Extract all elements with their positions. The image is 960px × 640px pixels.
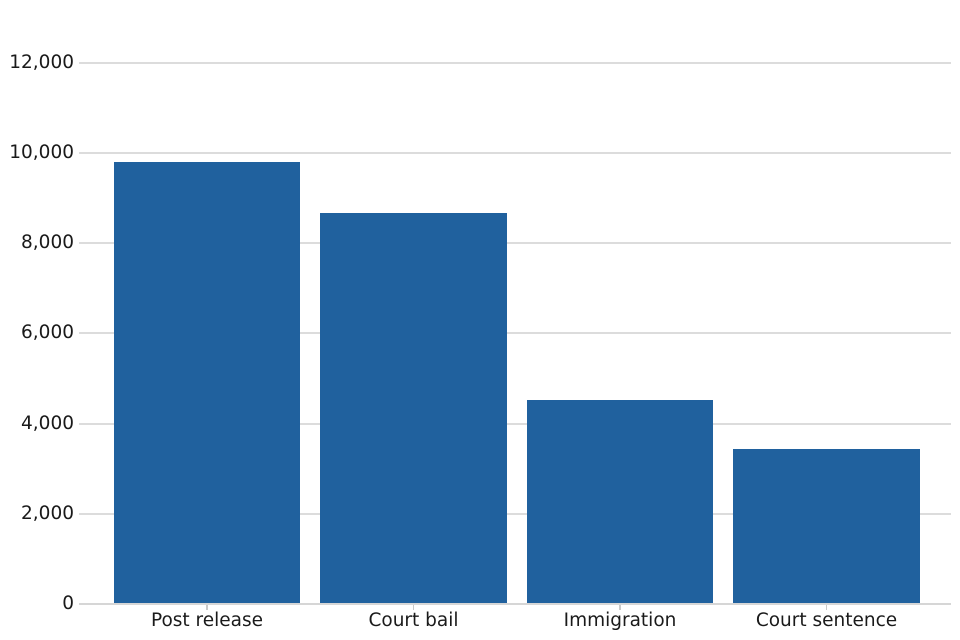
y-tick-label: 8,000 <box>21 232 74 253</box>
x-tick <box>619 605 621 610</box>
y-tick-label: 10,000 <box>9 141 74 163</box>
x-tick-label: Immigration <box>563 610 677 631</box>
x-tick-label: Court sentence <box>755 610 898 631</box>
bar <box>526 400 714 603</box>
gridline <box>79 603 951 605</box>
x-tick-label: Court bail <box>368 610 459 631</box>
y-tick-label: 6,000 <box>21 322 74 344</box>
gridline <box>79 61 951 64</box>
gridline <box>79 242 951 244</box>
gridline <box>79 151 951 154</box>
y-tick-label: 2,000 <box>21 502 74 524</box>
y-tick-label: 12,000 <box>9 51 74 73</box>
y-tick-label: 4,000 <box>21 412 74 434</box>
gridline <box>79 332 951 335</box>
gridline <box>79 512 951 515</box>
bar <box>113 161 301 603</box>
x-tick <box>825 605 828 610</box>
gridline <box>79 422 951 425</box>
y-tick-label: 0 <box>62 593 74 614</box>
x-tick <box>412 605 415 610</box>
bar <box>320 212 507 603</box>
x-tick-label: Post release <box>150 610 264 631</box>
x-tick <box>206 605 208 610</box>
bar <box>733 449 920 603</box>
